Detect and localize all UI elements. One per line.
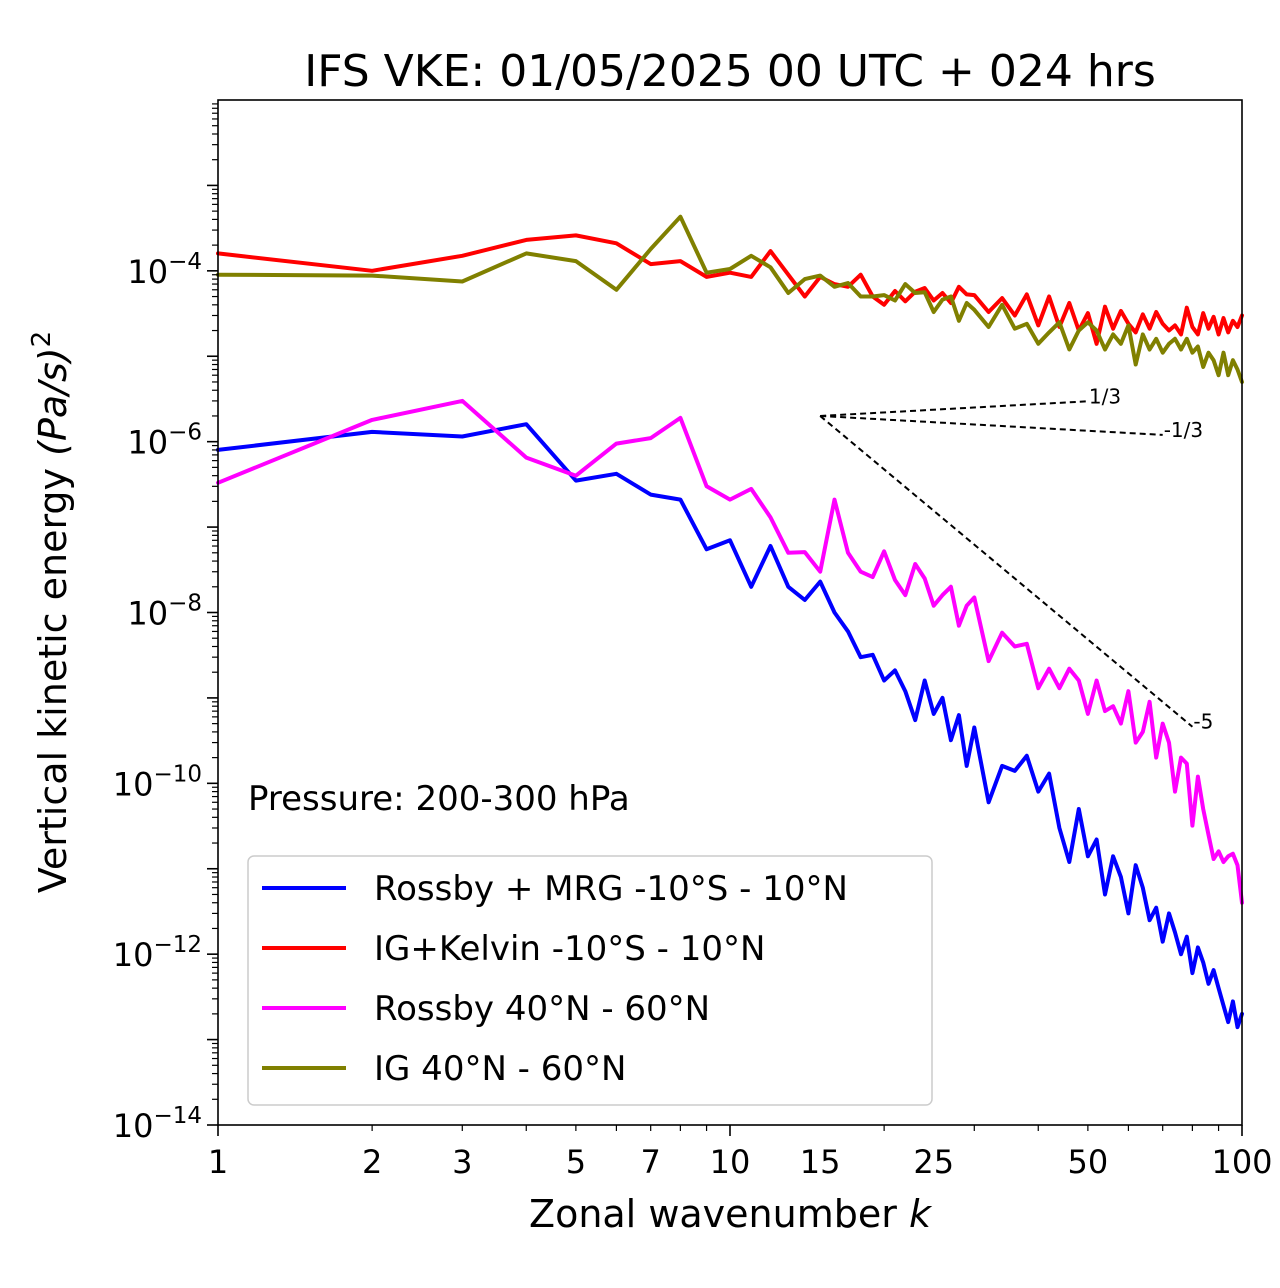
chart-title: IFS VKE: 01/05/2025 00 UTC + 024 hrs [304,46,1156,97]
y-tick-label: 10−12 [113,932,202,974]
legend-entry-label: Rossby 40°N - 60°N [374,989,710,1029]
y-axis-ticks: 10−14 10−12 10−10 10−8 10−6 10−4 [113,103,218,1145]
x-tick-label: 15 [800,1143,841,1181]
legend-entry-label: IG 40°N - 60°N [374,1049,626,1089]
x-tick-label: 25 [913,1143,954,1181]
x-tick-label: 50 [1068,1143,1109,1181]
x-tick-label: 1 [208,1143,228,1181]
y-tick-label: 10−4 [127,249,202,291]
x-axis-label: Zonal wavenumber k [529,1192,933,1236]
reference-line [819,415,1194,728]
reference-line [820,414,1163,436]
x-tick-label: 7 [641,1143,661,1181]
reference-line-label: -5 [1193,710,1213,734]
x-tick-label: 5 [566,1143,586,1181]
legend-entry-label: Rossby + MRG -10°S - 10°N [374,869,848,909]
reference-slope-lines: 1/3 -1/3 -5 [819,384,1213,734]
reference-line [820,400,1088,417]
x-axis-ticks: 1 2 3 5 7 10 15 25 50 100 [208,1125,1273,1181]
legend-box [247,855,933,1106]
series-lines [216,214,1244,1030]
y-tick-label: 10−8 [127,591,202,633]
x-tick-label: 2 [362,1143,382,1181]
legend-entry-label: IG+Kelvin -10°S - 10°N [374,929,765,969]
pressure-annotation: Pressure: 200-300 hPa [248,779,630,819]
series-line [216,233,1244,346]
reference-line-label: 1/3 [1089,384,1121,408]
legend: Rossby + MRG -10°S - 10°N IG+Kelvin -10°S… [247,855,933,1106]
y-tick-label: 10−14 [113,1103,202,1145]
series-line [216,422,1244,1030]
x-tick-label: 10 [710,1143,751,1181]
series-line [216,398,1244,905]
y-axis-label: Vertical kinetic energy (Pa/s)2 [27,331,75,893]
x-tick-label: 3 [452,1143,472,1181]
series-line [216,214,1244,384]
y-tick-label: 10−10 [113,761,202,803]
x-tick-label: 100 [1211,1143,1272,1181]
reference-line-label: -1/3 [1164,418,1203,442]
y-tick-label: 10−6 [127,420,202,462]
